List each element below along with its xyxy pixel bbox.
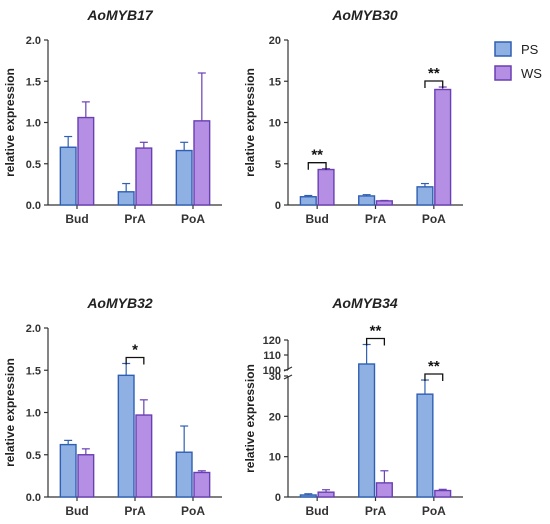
- y-tick-label: 20: [269, 35, 281, 47]
- bar-ps-bud: [59, 146, 77, 206]
- bar-ws-pra: [375, 482, 393, 498]
- significance-label: **: [428, 358, 440, 375]
- bar-ps-bud: [59, 443, 77, 498]
- legend-swatch-ws: [494, 65, 512, 81]
- y-tick-label: 0.5: [26, 450, 41, 462]
- chart-panel-1: AoMYB17 relative expression 0.0 0.5 1.0 1.5 2.…: [3, 7, 222, 226]
- legend-label-ps: PS: [521, 42, 539, 57]
- y-tick-label: 15: [269, 76, 281, 88]
- y-tick-label: 110: [263, 350, 281, 362]
- y-tick-label: 5: [275, 159, 281, 171]
- legend-swatch-ps: [494, 41, 512, 57]
- legend-label-ws: WS: [521, 66, 542, 81]
- significance-label: **: [428, 65, 440, 82]
- y-tick-label: 2.0: [26, 323, 41, 335]
- y-tick-label: 1.0: [26, 118, 41, 130]
- chart-title: AoMYB34: [331, 295, 398, 311]
- x-tick-label: Bud: [65, 504, 88, 518]
- bar-ws-bud: [317, 491, 335, 498]
- chart-title: AoMYB32: [86, 295, 153, 311]
- y-axis-label: relative expression: [3, 68, 17, 177]
- x-tick-label: PrA: [124, 504, 146, 518]
- significance-bracket: [424, 80, 444, 89]
- x-tick-label: Bud: [65, 212, 88, 226]
- bar-ws-poa: [434, 489, 452, 498]
- y-tick-label: 100: [263, 365, 281, 377]
- significance-bracket: [307, 162, 327, 170]
- significance-label: **: [370, 323, 382, 340]
- bar-ws-pra: [135, 147, 153, 206]
- significance-bracket: [424, 373, 444, 382]
- bar-ws-poa: [434, 88, 452, 206]
- bar-ws-pra: [375, 200, 393, 206]
- y-tick-label: 120: [263, 335, 281, 347]
- significance-bracket: [365, 337, 386, 346]
- x-tick-label: PoA: [181, 504, 205, 518]
- significance-label: *: [132, 341, 138, 358]
- y-axis-label: relative expression: [3, 358, 17, 467]
- x-tick-label: Bud: [306, 212, 329, 226]
- y-tick-label: 2.0: [26, 35, 41, 47]
- y-tick-label: 1.0: [26, 408, 41, 420]
- bar-ps-poa: [175, 451, 193, 498]
- x-tick-label: PoA: [181, 212, 205, 226]
- bar-ps-bud: [299, 494, 317, 498]
- x-tick-label: PrA: [365, 504, 387, 518]
- x-tick-label: PoA: [422, 504, 446, 518]
- axis-break-mark: [283, 374, 293, 380]
- y-tick-label: 30: [269, 371, 281, 383]
- y-tick-label: 0.0: [26, 200, 41, 212]
- bar-ps-poa: [416, 186, 434, 206]
- y-tick-label: 0.5: [26, 159, 41, 171]
- bar-ps-pra: [117, 374, 135, 498]
- bar-ps-pra: [358, 363, 376, 498]
- bar-ws-pra: [135, 414, 153, 498]
- bar-ps-pra: [358, 195, 376, 206]
- y-tick-label: 10: [269, 118, 281, 130]
- bar-ws-bud: [77, 116, 95, 206]
- y-tick-label: 0.0: [26, 492, 41, 504]
- chart-title: AoMYB30: [331, 7, 398, 23]
- significance-bracket: [125, 356, 145, 365]
- x-tick-label: Bud: [306, 504, 329, 518]
- bar-ps-poa: [175, 149, 193, 206]
- bar-ws-poa: [193, 120, 211, 206]
- legend: PS WS: [494, 41, 542, 81]
- y-axis-label: relative expression: [243, 68, 257, 177]
- chart-panel-2: AoMYB30 relative expression 0 5 10 15 20 Bud PrA…: [243, 7, 463, 226]
- bar-ws-bud: [77, 454, 95, 498]
- y-axis-label: relative expression: [243, 364, 257, 473]
- y-tick-label: 0: [275, 200, 281, 212]
- bar-ps-bud: [299, 196, 317, 206]
- y-tick-label: 1.5: [26, 76, 41, 88]
- bar-ws-bud: [317, 168, 335, 206]
- y-tick-label: 10: [269, 452, 281, 464]
- x-tick-label: PrA: [365, 212, 387, 226]
- y-tick-label: 0: [275, 492, 281, 504]
- bar-ws-poa: [193, 471, 211, 498]
- bar-ps-pra: [117, 191, 135, 206]
- x-tick-label: PrA: [124, 212, 146, 226]
- bar-ps-poa: [416, 393, 434, 498]
- chart-panel-3: AoMYB32 relative expression 0.0 0.5 1.0 1.5 2.…: [3, 295, 222, 518]
- y-tick-label: 20: [269, 411, 281, 423]
- x-tick-label: PoA: [422, 212, 446, 226]
- y-tick-label: 1.5: [26, 365, 41, 377]
- chart-title: AoMYB17: [86, 7, 154, 23]
- significance-label: **: [311, 147, 323, 164]
